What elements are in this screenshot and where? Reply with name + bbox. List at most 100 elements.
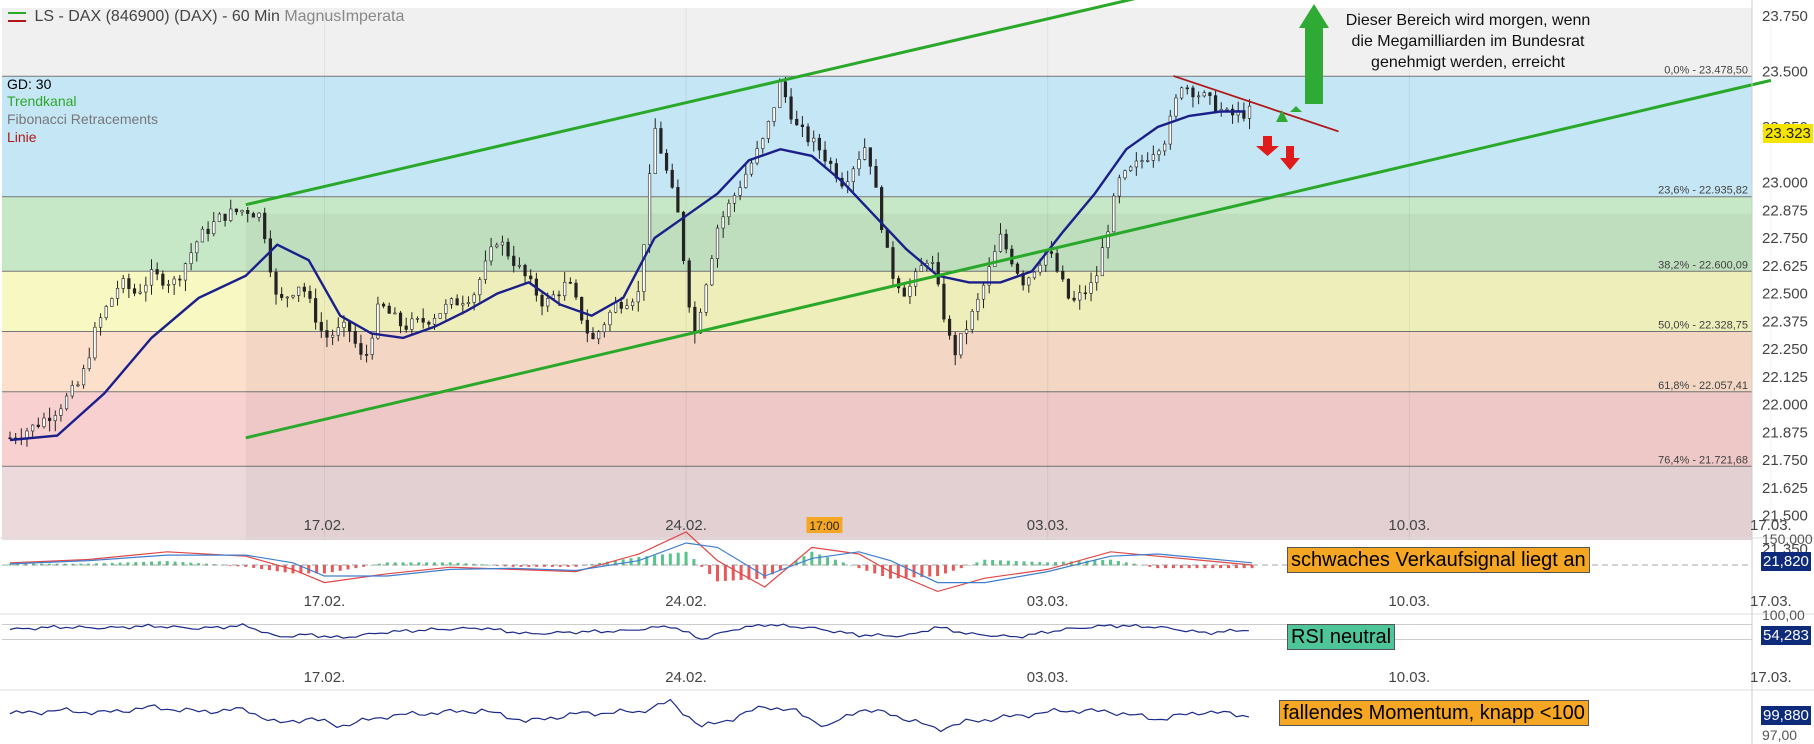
candle-body <box>166 284 171 286</box>
macd-hist-bar <box>755 565 759 580</box>
macd-hist-bar <box>1054 562 1058 566</box>
candle-body <box>285 296 289 299</box>
candle-body <box>489 246 493 262</box>
x-tick-label-3: 17.02. <box>304 669 346 686</box>
macd-hist-bar <box>896 565 900 579</box>
price-tick-label: 22.875 <box>1762 202 1808 219</box>
macd-hist-bar <box>771 565 775 575</box>
fib-band-3 <box>2 331 1752 392</box>
macd-hist-bar <box>150 561 153 566</box>
candle-body <box>591 332 595 340</box>
macd-hist-bar <box>731 565 735 581</box>
price-tick-label: 21.750 <box>1762 452 1808 469</box>
macd-hist-bar <box>1006 560 1010 566</box>
candle-body <box>1151 154 1155 161</box>
candle-body <box>506 241 510 257</box>
macd-hist-bar <box>197 563 201 566</box>
fib-zone-above <box>2 8 1752 77</box>
x-tick-label-1: 03.03. <box>1027 517 1069 534</box>
price-tick-label: 22.000 <box>1762 397 1808 414</box>
macd-hist-bar <box>566 565 570 567</box>
macd-hist-bar <box>299 565 303 574</box>
macd-hist-bar <box>920 565 924 577</box>
candle-body <box>500 241 505 246</box>
macd-hist-bar <box>448 562 452 566</box>
candle-body <box>297 286 301 296</box>
candle-body <box>1191 87 1195 98</box>
macd-hist-bar <box>267 565 271 571</box>
candle-body <box>472 294 476 303</box>
chart-header: LS - DAX (846900) (DAX) - 60 Min MagnusI… <box>8 8 404 26</box>
candle-body <box>993 251 997 267</box>
fib-level-label-3: 50,0% - 22.328,75 <box>1658 320 1748 332</box>
candle-body <box>1004 233 1008 250</box>
candle-body <box>1112 195 1116 233</box>
gd30-line <box>9 110 1245 442</box>
macd-hist-bar <box>645 556 649 566</box>
candle-body <box>647 173 652 245</box>
price-tick-label: 23.500 <box>1762 64 1808 81</box>
candle-body <box>359 343 363 355</box>
macd-hist-bar <box>637 557 641 566</box>
macd-hist-bar <box>488 564 492 566</box>
candle-body <box>1157 150 1161 155</box>
macd-hist-bar <box>1030 561 1034 566</box>
macd-hist-bar <box>1179 565 1183 569</box>
candle-body <box>681 211 686 262</box>
macd-line <box>9 531 1253 593</box>
macd-hist-bar <box>32 563 36 566</box>
macd-hist-bar <box>205 563 209 566</box>
macd-hist-bar <box>778 565 782 570</box>
candle-body <box>432 317 437 325</box>
candle-body <box>930 262 935 264</box>
candle-body <box>1015 263 1020 274</box>
candle-body <box>885 229 889 248</box>
candle-body <box>987 266 991 286</box>
macd-hist-bar <box>1234 565 1238 569</box>
x-tick-label-2: 24.02. <box>665 593 707 610</box>
candle-body <box>336 327 340 336</box>
candle-body <box>229 208 233 221</box>
red-resistance-line <box>1173 75 1339 133</box>
candle-body <box>1129 166 1133 172</box>
candle-body <box>664 152 669 171</box>
candle-body <box>947 318 952 336</box>
candle-body <box>212 221 216 235</box>
macd-hist-bar <box>189 562 193 566</box>
macd-hist-bar <box>943 565 947 574</box>
candle-body <box>517 264 521 267</box>
candle-body <box>455 298 459 306</box>
candle-body <box>149 269 154 286</box>
candle-body <box>1027 277 1031 286</box>
macd-hist-bar <box>1061 561 1065 566</box>
candle-body <box>234 208 239 213</box>
candle-body <box>195 241 199 254</box>
legend-linie: Linie <box>7 129 37 145</box>
candle-body <box>1049 251 1054 254</box>
x-tick-label-3: 10.03. <box>1388 669 1430 686</box>
macd-hist-bar <box>440 562 444 566</box>
macd-hist-bar <box>1077 561 1081 566</box>
candle-body <box>687 260 691 308</box>
candle-body <box>529 275 533 280</box>
last-price-box: 23.323 <box>1763 124 1813 143</box>
macd-hist-bar <box>118 562 122 566</box>
macd-hist-bar <box>370 565 374 566</box>
candle-body <box>1095 275 1099 283</box>
macd-hist-bar <box>959 565 963 569</box>
x-tick-label-3: 03.03. <box>1027 669 1069 686</box>
macd-hist-bar <box>621 559 625 566</box>
candle-body <box>710 258 714 286</box>
fib-level-label-2: 38,2% - 22.600,09 <box>1658 259 1748 271</box>
macd-hist-bar <box>967 565 971 566</box>
candle-body <box>874 166 878 188</box>
price-tick-label: 21.625 <box>1762 480 1808 497</box>
macd-hist-bar <box>1124 562 1128 566</box>
macd-hist-bar <box>1250 565 1254 569</box>
forecast-note: Dieser Bereich wird morgen, wenn die Meg… <box>1345 12 1591 71</box>
macd-hist-bar <box>613 560 617 566</box>
candle-body <box>585 319 589 334</box>
macd-hist-bar <box>480 564 484 566</box>
macd-hist-bar <box>700 565 704 567</box>
